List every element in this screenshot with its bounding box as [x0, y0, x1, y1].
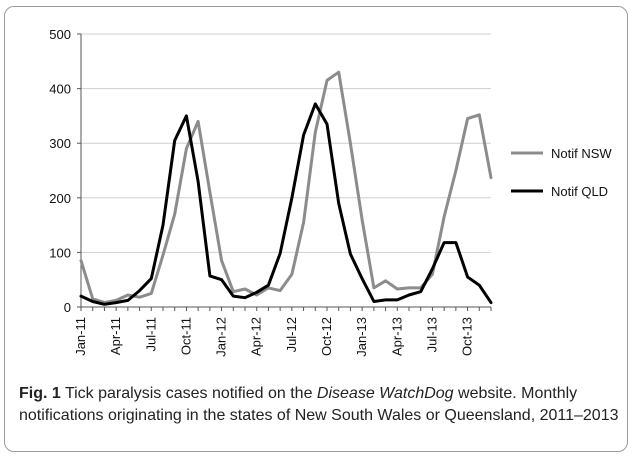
legend: Notif NSW Notif QLD	[511, 146, 612, 199]
y-tick-label-0: 0	[64, 300, 71, 315]
x-tick-label-Jan-11: Jan-11	[73, 317, 88, 356]
series-line-0	[79, 70, 493, 305]
x-tick-label-Jan-13: Jan-13	[354, 317, 369, 357]
x-axis-ticks: Jan-11 Apr-11 Jul-11 Oct-11 Jan-12 Apr-12 Jul-…	[73, 307, 492, 357]
x-tick-label-Oct-11: Oct-11	[178, 317, 193, 355]
y-tick-label-200: 200	[49, 191, 71, 206]
x-tick-label-Oct-12: Oct-12	[319, 317, 334, 356]
gridlines	[77, 33, 491, 308]
legend-label-0: Notif NSW	[551, 146, 612, 161]
y-tick-label-300: 300	[49, 136, 71, 151]
y-tick-label-100: 100	[49, 245, 71, 260]
legend-label-1: Notif QLD	[551, 184, 608, 199]
caption-label: Fig. 1	[19, 385, 61, 402]
y-tick-label-500: 500	[49, 27, 71, 42]
x-tick-label-Jan-12: Jan-12	[214, 317, 229, 357]
caption-text-after: website. Monthly notifications originati…	[19, 385, 619, 424]
x-tick-label-Jul-12: Jul-12	[284, 317, 299, 352]
x-tick-label-Apr-13: Apr-13	[389, 317, 404, 356]
x-tick-label-Oct-13: Oct-13	[460, 317, 475, 356]
x-tick-label-Apr-12: Apr-12	[249, 317, 264, 356]
y-tick-label-400: 400	[49, 82, 71, 97]
line-chart: 0 100 200 300 400 500 Jan-11 Apr-11 Jul-11 Oct-1…	[49, 27, 612, 357]
x-tick-label-Jul-13: Jul-13	[424, 317, 439, 352]
figure-caption: Fig. 1 Tick paralysis cases notified on …	[19, 383, 625, 427]
x-tick-label-Jul-11: Jul-11	[143, 317, 158, 351]
caption-text-before: Tick paralysis cases notified on the	[60, 385, 317, 402]
caption-italic: Disease WatchDog	[316, 385, 454, 402]
series-lines	[79, 70, 493, 306]
x-tick-label-Apr-11: Apr-11	[108, 317, 123, 355]
figure-frame: 0 100 200 300 400 500 Jan-11 Apr-11 Jul-11 Oct-1…	[4, 6, 628, 452]
y-axis-ticks: 0 100 200 300 400 500	[49, 27, 71, 315]
series-line-1	[79, 102, 493, 306]
